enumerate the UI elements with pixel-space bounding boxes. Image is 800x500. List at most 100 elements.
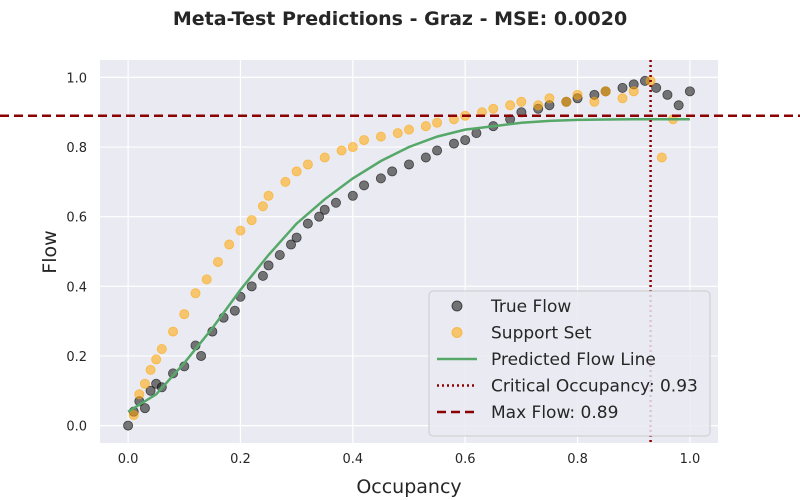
true-flow-point: [460, 135, 471, 146]
true-flow-point: [286, 239, 297, 250]
true-flow-point: [662, 89, 673, 100]
true-flow-point: [139, 403, 150, 414]
true-flow-point: [263, 260, 274, 271]
y-tick-label: 1.0: [66, 71, 87, 86]
true-flow-point: [274, 249, 285, 260]
true-flow-point: [145, 385, 156, 396]
support-set-point: [235, 225, 246, 236]
legend: True Flow Support Set Predicted Flow Line C…: [428, 290, 711, 437]
support-set-point: [516, 96, 527, 107]
true-flow-point: [302, 218, 313, 229]
legend-label: Critical Occupancy: 0.93: [491, 377, 698, 397]
true-flow-point: [432, 145, 443, 156]
y-tick-labels: 0.0 0.2 0.4 0.6 0.8 1.0: [66, 71, 87, 434]
true-flow-point: [359, 180, 370, 191]
support-set-point: [151, 354, 162, 365]
legend-marker: [451, 327, 463, 338]
support-set-point: [134, 389, 145, 400]
true-flow-point: [471, 128, 482, 139]
true-flow-point: [330, 197, 341, 208]
support-set-point: [589, 96, 600, 107]
true-flow-point: [448, 138, 459, 149]
true-flow-point: [291, 232, 302, 243]
support-set-point: [168, 326, 179, 337]
x-tick-label: 0.8: [567, 452, 588, 467]
support-set-point: [505, 100, 516, 111]
x-tick-labels: 0.0 0.2 0.4 0.6 0.8 1.0: [118, 452, 701, 467]
y-tick-label: 0.2: [66, 350, 87, 365]
support-set-point: [392, 128, 403, 139]
true-flow-point: [617, 82, 628, 93]
series-layer: [123, 75, 695, 431]
x-tick-label: 1.0: [680, 452, 701, 467]
support-set-point: [544, 93, 555, 104]
predicted-flow-line: [127, 117, 690, 413]
support-set-point: [263, 190, 274, 201]
true-flow-point: [123, 420, 134, 431]
support-set-point: [488, 103, 499, 114]
support-set-point: [156, 343, 167, 354]
y-tick-label: 0.6: [66, 211, 87, 226]
x-axis-label: Occupancy: [356, 476, 461, 498]
y-tick-label: 0.8: [66, 141, 87, 156]
x-tick-label: 0.2: [230, 452, 251, 467]
legend-label: Max Flow: 0.89: [491, 403, 618, 423]
true-flow-point: [651, 82, 662, 93]
legend-label: Support Set: [491, 324, 592, 344]
true-flow-point: [229, 305, 240, 316]
support-set-point: [572, 89, 583, 100]
true-flow-point: [673, 100, 684, 111]
support-set-point: [403, 124, 414, 135]
support-set-point: [145, 364, 156, 375]
support-set-point: [617, 93, 628, 104]
true-flow-point: [257, 270, 268, 281]
y-axis-label: Flow: [39, 230, 61, 273]
legend-label: True Flow: [490, 297, 571, 317]
reference-lines: [0, 60, 800, 443]
support-set-point: [139, 378, 150, 389]
support-set-point: [257, 201, 268, 212]
true-flow-point: [420, 152, 431, 163]
support-set-point: [375, 131, 386, 142]
true-flow-point: [246, 281, 257, 292]
support-set-point: [347, 142, 358, 153]
true-flow-point: [196, 350, 207, 361]
series-predicted-flow-line: [127, 117, 690, 413]
chart-title: Meta-Test Predictions - Graz - MSE: 0.00…: [173, 8, 627, 30]
support-set-point: [291, 166, 302, 177]
legend-marker: [451, 300, 463, 312]
support-set-point: [319, 152, 330, 163]
true-flow-point: [314, 211, 325, 222]
y-tick-label: 0.4: [66, 280, 87, 295]
support-set-point: [246, 215, 257, 226]
support-set-point: [128, 410, 139, 421]
support-set-point: [533, 100, 544, 111]
support-set-point: [224, 239, 235, 250]
support-set-point: [280, 176, 291, 187]
legend-label: Predicted Flow Line: [491, 350, 656, 370]
support-set-point: [212, 256, 223, 267]
support-set-point: [336, 145, 347, 156]
support-set-point: [432, 117, 443, 128]
support-set-point: [600, 86, 611, 97]
support-set-point: [179, 309, 190, 320]
true-flow-point: [684, 86, 695, 97]
legend-frame: [428, 290, 711, 437]
true-flow-point: [375, 173, 386, 184]
x-tick-label: 0.6: [455, 452, 476, 467]
support-set-point: [359, 135, 370, 146]
series-support-set: [128, 75, 679, 421]
true-flow-point: [387, 166, 398, 177]
support-set-point: [302, 159, 313, 170]
support-set-point: [628, 86, 639, 97]
support-set-point: [561, 96, 572, 107]
support-set-point: [656, 152, 667, 163]
true-flow-point: [347, 190, 358, 201]
true-flow-point: [319, 204, 330, 215]
y-tick-label: 0.0: [66, 420, 87, 435]
support-set-point: [201, 274, 212, 285]
true-flow-point: [403, 159, 414, 170]
support-set-point: [420, 121, 431, 132]
x-tick-label: 0.4: [342, 452, 363, 467]
